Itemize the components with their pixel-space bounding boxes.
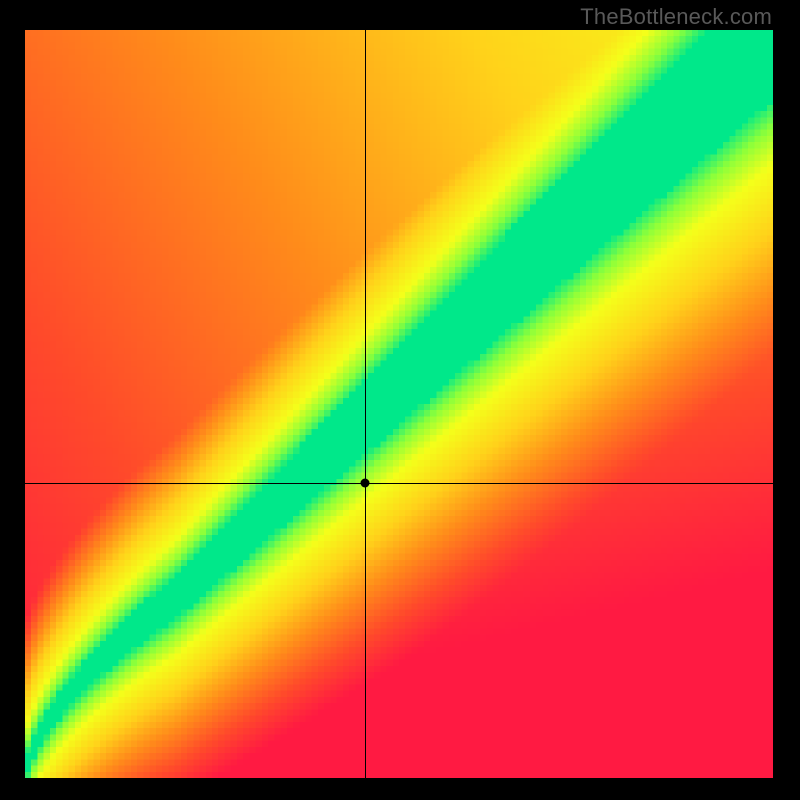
watermark-text: TheBottleneck.com	[580, 4, 772, 30]
crosshair-horizontal	[25, 483, 773, 484]
heatmap-plot	[25, 30, 773, 778]
marker-dot	[361, 478, 370, 487]
chart-frame: TheBottleneck.com	[0, 0, 800, 800]
heatmap-canvas	[25, 30, 773, 778]
crosshair-vertical	[365, 30, 366, 778]
